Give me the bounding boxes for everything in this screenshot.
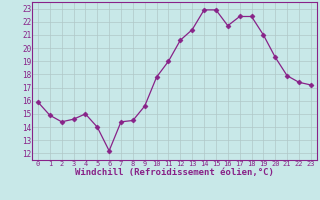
X-axis label: Windchill (Refroidissement éolien,°C): Windchill (Refroidissement éolien,°C) [75,168,274,177]
